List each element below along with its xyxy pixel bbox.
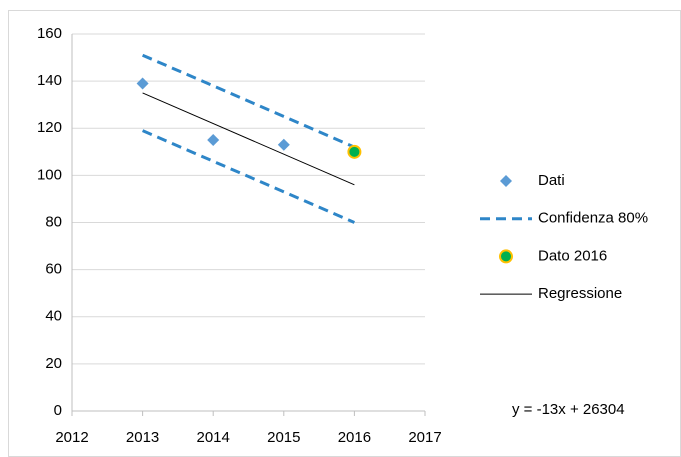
x-tick-label: 2017	[408, 429, 441, 446]
annotation: y = -13x + 26304	[512, 401, 625, 418]
y-tick-label: 80	[45, 213, 62, 230]
y-tick-label: 100	[37, 166, 62, 183]
y-tick-label: 20	[45, 355, 62, 372]
y-tick-label: 60	[45, 261, 62, 278]
line-piece	[142, 129, 355, 224]
y-tick-label: 120	[37, 119, 62, 136]
y-tick-label: 140	[37, 72, 62, 89]
y-tick-label: 0	[54, 402, 62, 419]
chart-frame	[8, 10, 681, 457]
data-point	[136, 77, 149, 90]
x-tick-label: 2012	[55, 429, 88, 446]
legend-label: Dato 2016	[538, 247, 607, 264]
data-point	[347, 144, 362, 159]
legend-marker	[500, 175, 512, 187]
legend-label: Dati	[538, 172, 565, 189]
y-tick-label: 160	[37, 25, 62, 42]
x-tick-label: 2016	[338, 429, 371, 446]
y-tick-label: 40	[45, 308, 62, 325]
legend-label: Confidenza 80%	[538, 210, 648, 227]
data-point	[277, 138, 290, 151]
x-tick-label: 2014	[197, 429, 230, 446]
line-piece	[142, 53, 355, 149]
line-piece	[142, 92, 355, 186]
legend-label: Regressione	[538, 285, 622, 302]
x-tick-label: 2013	[126, 429, 159, 446]
legend-marker	[499, 249, 513, 264]
data-point	[207, 134, 220, 147]
x-tick-label: 2015	[267, 429, 300, 446]
